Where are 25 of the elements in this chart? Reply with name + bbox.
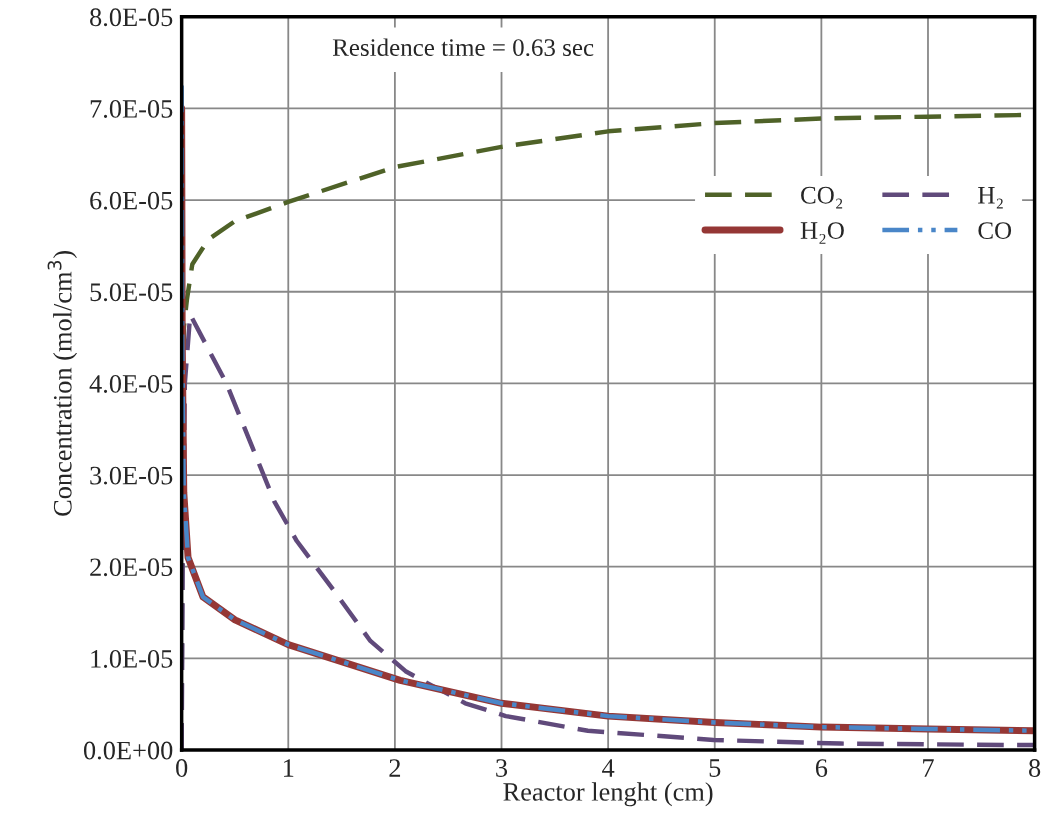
y-axis-title: Concentration (mol/cm$^{3}$)	[47, 251, 78, 516]
y-tick-label: 3.0E-05	[90, 466, 173, 485]
legend-label: CO	[978, 222, 1012, 239]
legend-label: H₂	[978, 187, 1003, 209]
x-axis-title: Reactor lenght (cm)	[503, 782, 713, 807]
x-tick-label: 1	[284, 759, 294, 777]
x-tick-label: 2	[389, 759, 401, 777]
x-tick-label: 4	[602, 759, 615, 777]
y-tick-label: 8.0E-05	[90, 8, 173, 27]
x-tick-label: 7	[923, 759, 934, 777]
y-tick-label: 0.0E+00	[83, 741, 173, 760]
x-tick-label: 3	[496, 759, 508, 777]
y-tick-label: 4.0E-05	[89, 374, 173, 393]
y-tick-label: 5.0E-05	[90, 283, 173, 302]
y-tick-label: 6.0E-05	[90, 191, 173, 210]
legend-label: CO₂	[801, 186, 843, 209]
y-tick-label: 2.0E-05	[90, 558, 173, 577]
x-tick-label: 8	[1029, 759, 1041, 777]
annotation: Residence time = 0.63 sec	[332, 38, 594, 57]
y-tick-label: 1.0E-05	[91, 649, 173, 668]
y-tick-label: 7.0E-05	[90, 100, 173, 118]
x-tick-label: 6	[815, 759, 828, 777]
legend-label: H₂O	[800, 222, 844, 244]
x-tick-label: 0	[176, 759, 188, 777]
x-tick-label: 5	[709, 759, 721, 777]
